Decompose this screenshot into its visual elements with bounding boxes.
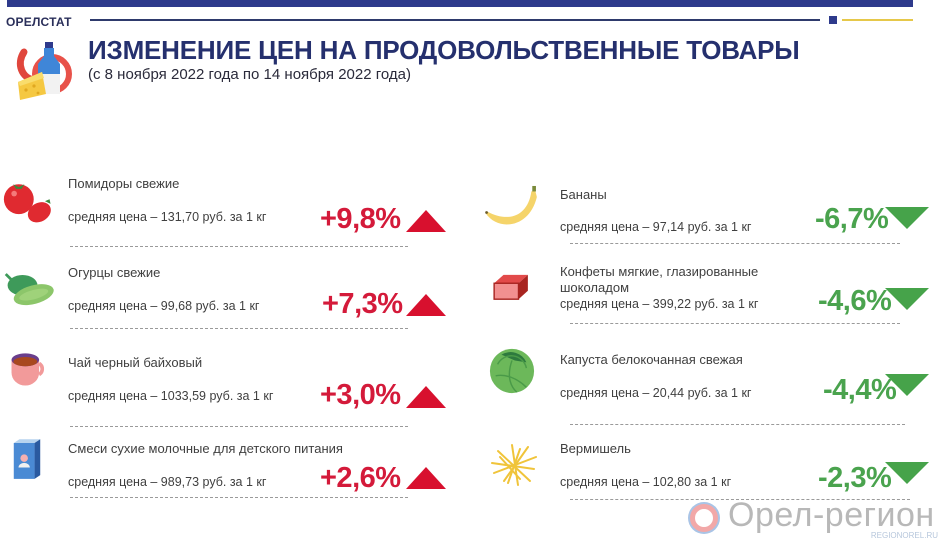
- decrease-arrow-icon: [885, 462, 929, 484]
- item-change: -6,7%: [815, 203, 889, 235]
- groceries-icon: [16, 42, 72, 100]
- tomato-icon: [3, 184, 51, 223]
- org-name: ОРЕЛСТАТ: [6, 15, 72, 29]
- item-change: +2,6%: [320, 462, 401, 494]
- watermark-text: Орел-регион: [728, 496, 935, 534]
- header-rule: [90, 19, 820, 21]
- divider: [570, 499, 910, 500]
- decrease-arrow-icon: [885, 374, 929, 396]
- item-change: -4,6%: [818, 285, 892, 317]
- watermark: Орел-регион REGIONOREL.RU: [690, 496, 940, 541]
- item-name: Огурцы свежие: [68, 265, 161, 280]
- page-title: ИЗМЕНЕНИЕ ЦЕН НА ПРОДОВОЛЬСТВЕННЫЕ ТОВАР…: [88, 35, 800, 65]
- item-price: средняя цена – 97,14 руб. за 1 кг: [560, 220, 752, 234]
- increase-arrow-icon: [406, 294, 446, 316]
- watermark-logo-icon: [690, 504, 718, 532]
- item-price: средняя цена – 20,44 руб. за 1 кг: [560, 386, 752, 400]
- item-price: средняя цена – 989,73 руб. за 1 кг: [68, 475, 267, 489]
- item-price: средняя цена – 131,70 руб. за 1 кг: [68, 210, 267, 224]
- item-price: средняя цена – 1033,59 руб. за 1 кг: [68, 389, 274, 403]
- item-name: Капуста белокочанная свежая: [560, 352, 743, 367]
- tea-cup-icon: [11, 353, 45, 386]
- item-name: Помидоры свежие: [68, 176, 180, 191]
- item-change: +3,0%: [320, 379, 401, 411]
- increase-arrow-icon: [406, 467, 446, 489]
- item-name: Смеси сухие молочные для детского питани…: [68, 441, 343, 456]
- item-name: Вермишель: [560, 441, 631, 456]
- item-change: -4,4%: [823, 374, 897, 406]
- item-name: Чай черный байховый: [68, 355, 203, 370]
- divider: [570, 243, 900, 244]
- divider: [70, 246, 408, 247]
- divider: [70, 426, 408, 427]
- item-change: +7,3%: [322, 288, 403, 320]
- increase-arrow-icon: [406, 210, 446, 232]
- item-price: средняя цена – 399,22 руб. за 1 кг: [560, 297, 759, 311]
- page-subtitle: (с 8 ноября 2022 года по 14 ноября 2022 …: [88, 66, 411, 83]
- divider: [70, 328, 408, 329]
- candy-bar-icon: [493, 274, 528, 300]
- divider: [570, 424, 905, 425]
- item-name: Конфеты мягкие, глазированные: [560, 264, 759, 279]
- watermark-url: REGIONOREL.RU: [870, 531, 938, 540]
- item-name-line2: шоколадом: [560, 280, 630, 295]
- item-price: средняя цена – 99,68 руб. за 1 кг: [68, 299, 260, 313]
- item-name: Бананы: [560, 187, 607, 202]
- top-bar: [7, 0, 913, 7]
- decrease-arrow-icon: [885, 288, 929, 310]
- item-change: -2,3%: [818, 462, 892, 494]
- banana-icon: [485, 185, 537, 225]
- header-rule-square: [829, 16, 837, 24]
- item-change: +9,8%: [320, 203, 401, 235]
- divider: [70, 497, 408, 498]
- increase-arrow-icon: [406, 386, 446, 408]
- cucumber-icon: [4, 273, 54, 306]
- item-price: средняя цена – 102,80 за 1 кг: [560, 475, 732, 489]
- decrease-arrow-icon: [885, 207, 929, 229]
- header-rule-gold: [842, 19, 913, 21]
- divider: [570, 323, 900, 324]
- cabbage-icon: [489, 348, 535, 394]
- baby-formula-box-icon: [13, 439, 41, 479]
- vermicelli-icon: [491, 444, 537, 486]
